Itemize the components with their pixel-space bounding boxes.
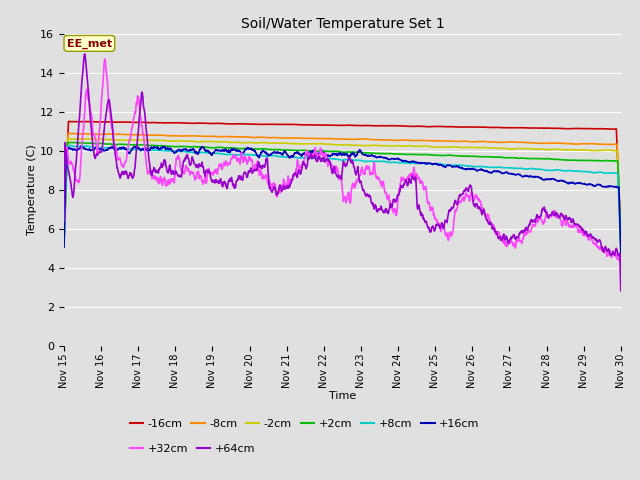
Y-axis label: Temperature (C): Temperature (C) [28, 144, 37, 235]
Title: Soil/Water Temperature Set 1: Soil/Water Temperature Set 1 [241, 17, 444, 31]
X-axis label: Time: Time [329, 391, 356, 401]
Text: EE_met: EE_met [67, 38, 112, 48]
Legend: +32cm, +64cm: +32cm, +64cm [125, 440, 260, 458]
